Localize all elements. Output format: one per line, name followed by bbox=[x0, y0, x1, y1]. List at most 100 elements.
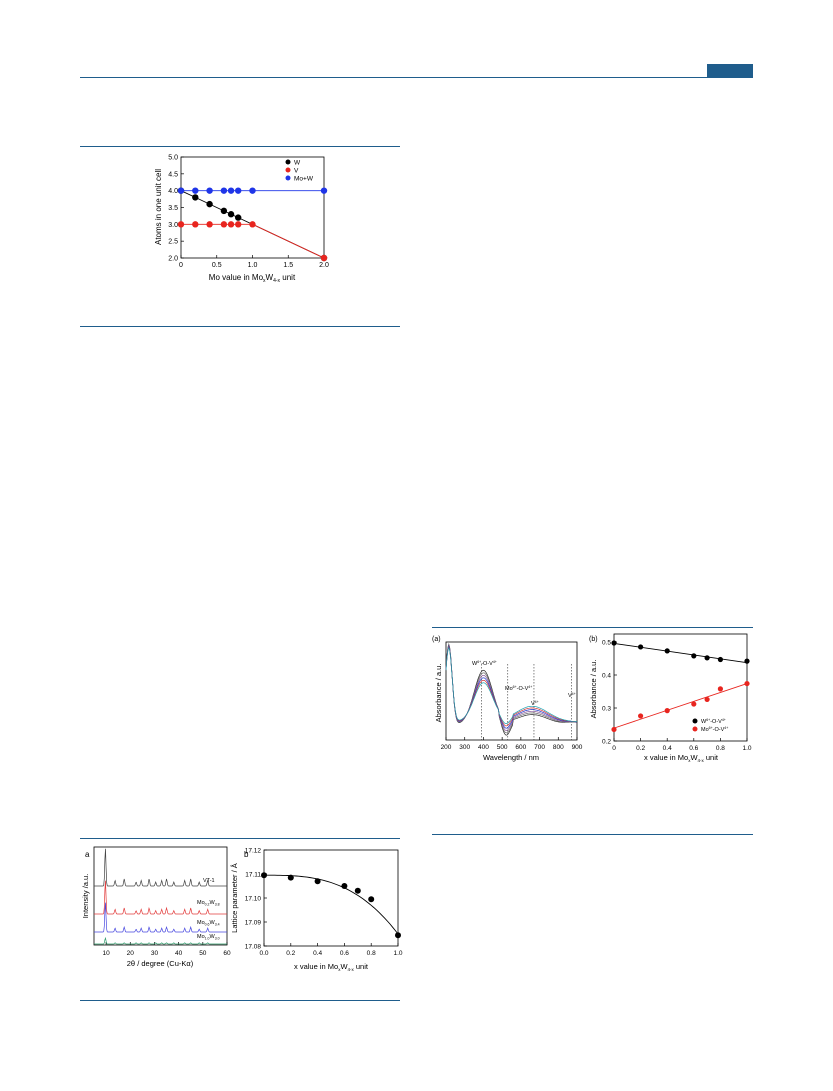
lattice-ytick-label: 17.09 bbox=[245, 920, 262, 927]
lattice-point bbox=[314, 878, 321, 885]
uv-xlabel: Wavelength / nm bbox=[483, 753, 539, 762]
uv-ylabel: Absorbance / a.u. bbox=[434, 664, 443, 723]
lattice-ytick-label: 17.11 bbox=[245, 872, 261, 879]
xrd-xtick-label: 20 bbox=[127, 950, 135, 957]
lattice-ytick-label: 17.10 bbox=[245, 896, 262, 903]
absorbance-point bbox=[664, 648, 670, 654]
xrd-panel-a-label: a bbox=[85, 850, 90, 859]
xrd-pattern-curve bbox=[94, 936, 227, 945]
atoms-chart-lines bbox=[180, 190, 325, 259]
xrd-xtick-label: 60 bbox=[223, 950, 231, 957]
absorbance-point bbox=[717, 656, 724, 663]
atoms-point-w bbox=[177, 187, 185, 194]
absorbance-legend-mo-label: Mo6+-O-V4+ bbox=[701, 726, 728, 733]
legend-mow-label: Mo+W bbox=[294, 176, 314, 183]
uv-spectra-frame bbox=[445, 641, 578, 741]
atoms-point-mo-w bbox=[249, 187, 256, 194]
xrd-xtick-label: 50 bbox=[199, 950, 207, 957]
fig1-bottom-rule bbox=[80, 326, 400, 327]
atoms-point-mo-w bbox=[206, 187, 213, 194]
uv-spectrum-curve bbox=[445, 643, 578, 734]
lattice-xtick-label: 0.4 bbox=[313, 950, 322, 957]
atoms-point-w bbox=[206, 200, 213, 208]
uv-xtick-label: 300 bbox=[459, 744, 470, 751]
atoms-xtick-label: 2.0 bbox=[319, 262, 329, 269]
lattice-panel-b-label: b bbox=[244, 850, 249, 859]
absorbance-ytick-label: 0.2 bbox=[602, 739, 611, 746]
legend-v-label: V bbox=[294, 168, 299, 175]
atoms-chart-plot: 2.0 2.5 3.0 3.5 4.0 4.5 5.0 0 0.5 1.0 1.5 2.0 Atom… bbox=[154, 155, 329, 285]
atoms-series-line bbox=[180, 190, 325, 259]
xrd-label-mo10: Mo1.0W3.0 bbox=[197, 934, 220, 941]
uv-xtick-label: 400 bbox=[478, 744, 489, 751]
absorbance-legend-mo-marker bbox=[692, 726, 698, 732]
lattice-fit-curve bbox=[264, 874, 399, 935]
uv-spectra-panel: (a) 200 300 400 500 600 700 800 900 Absorbance … bbox=[432, 636, 583, 762]
atoms-chart-x-ticks: 0 0.5 1.0 1.5 2.0 bbox=[179, 255, 329, 269]
lattice-points bbox=[261, 872, 401, 939]
absorbance-fit-lines bbox=[613, 642, 748, 729]
absorbance-points bbox=[611, 640, 750, 733]
uv-xtick-label: 800 bbox=[553, 744, 564, 751]
uv-spectrum-curve bbox=[445, 645, 578, 727]
lattice-point bbox=[287, 874, 294, 881]
lattice-point bbox=[368, 896, 375, 903]
legend-w-label: W bbox=[294, 160, 301, 167]
lattice-xtick-label: 0.0 bbox=[259, 950, 268, 957]
uv-annotation-v4-right: V4+ bbox=[568, 692, 576, 699]
atoms-ytick-label: 4.0 bbox=[168, 188, 178, 195]
uv-panel-a-label: (a) bbox=[432, 636, 441, 643]
absorbance-ylabel: Absorbance / a.u. bbox=[589, 660, 598, 719]
atoms-chart-ylabel: Atoms in one unit cell bbox=[154, 169, 163, 245]
absorbance-trend-panel: (b) 0.20.30.40.5 0 0.2 0.4 0.6 0.8 1.0 Absorb… bbox=[589, 633, 752, 763]
absorbance-xtick-label: 0.2 bbox=[636, 745, 645, 752]
absorbance-trend-frame bbox=[613, 633, 748, 742]
fig2-bottom-rule bbox=[432, 834, 753, 835]
atoms-point-v bbox=[177, 221, 185, 228]
xrd-patterns bbox=[94, 848, 227, 945]
legend-v-marker bbox=[285, 167, 291, 173]
xrd-label-mo02: Mo0.2W3.8 bbox=[197, 900, 220, 907]
lattice-xtick-label: 1.0 bbox=[393, 950, 402, 957]
atoms-point-w bbox=[235, 214, 242, 221]
absorbance-y-ticks: 0.2 0.3 0.4 0.5 bbox=[602, 640, 617, 746]
xrd-pattern-curve bbox=[94, 880, 227, 915]
atoms-chart-frame bbox=[180, 156, 325, 259]
uv-xtick-label: 600 bbox=[515, 744, 526, 751]
uv-x-ticks: 200 300 400 500 600 700 800 900 bbox=[441, 737, 583, 751]
uv-curves bbox=[445, 643, 578, 736]
xrd-xtick-label: 10 bbox=[102, 950, 110, 957]
atoms-chart-legend: W V Mo+W bbox=[285, 159, 314, 183]
absorbance-point bbox=[664, 708, 670, 714]
xrd-xtick-label: 40 bbox=[175, 950, 183, 957]
atoms-xtick-label: 1.0 bbox=[248, 262, 258, 269]
atoms-ytick-label: 3.5 bbox=[168, 205, 178, 212]
absorbance-xtick-label: 0 bbox=[612, 745, 616, 752]
atoms-point-mo-w bbox=[220, 187, 228, 194]
absorbance-xtick-label: 1.0 bbox=[742, 745, 751, 752]
absorbance-point bbox=[691, 701, 697, 707]
lattice-xtick-label: 0.6 bbox=[340, 950, 349, 957]
xrd-pattern-curve bbox=[94, 902, 227, 933]
atoms-xtick-label: 0.5 bbox=[212, 262, 222, 269]
atoms-ytick-label: 3.0 bbox=[168, 222, 178, 229]
lattice-frame bbox=[263, 849, 399, 947]
uv-annotation-v4-mid: V4+ bbox=[531, 700, 539, 707]
header-rule bbox=[80, 77, 753, 78]
lattice-x-ticks: 0.0 0.2 0.4 0.6 0.8 1.0 bbox=[259, 943, 403, 957]
atoms-ytick-label: 5.0 bbox=[168, 155, 178, 162]
absorbance-xtick-label: 0.4 bbox=[663, 745, 672, 752]
lattice-point bbox=[341, 883, 348, 889]
absorbance-point bbox=[744, 658, 750, 664]
absorbance-xtick-label: 0.8 bbox=[716, 745, 725, 752]
absorbance-fit-line bbox=[613, 642, 748, 664]
fig3-bottom-rule bbox=[80, 1000, 400, 1001]
fig3-top-rule bbox=[80, 838, 400, 839]
atoms-point-w bbox=[320, 254, 328, 262]
absorbance-point bbox=[611, 726, 617, 733]
atoms-ytick-label: 2.0 bbox=[168, 256, 178, 263]
atoms-xtick-label: 0 bbox=[179, 262, 183, 269]
atoms-point-w bbox=[220, 207, 228, 215]
atoms-point-v bbox=[227, 221, 235, 228]
